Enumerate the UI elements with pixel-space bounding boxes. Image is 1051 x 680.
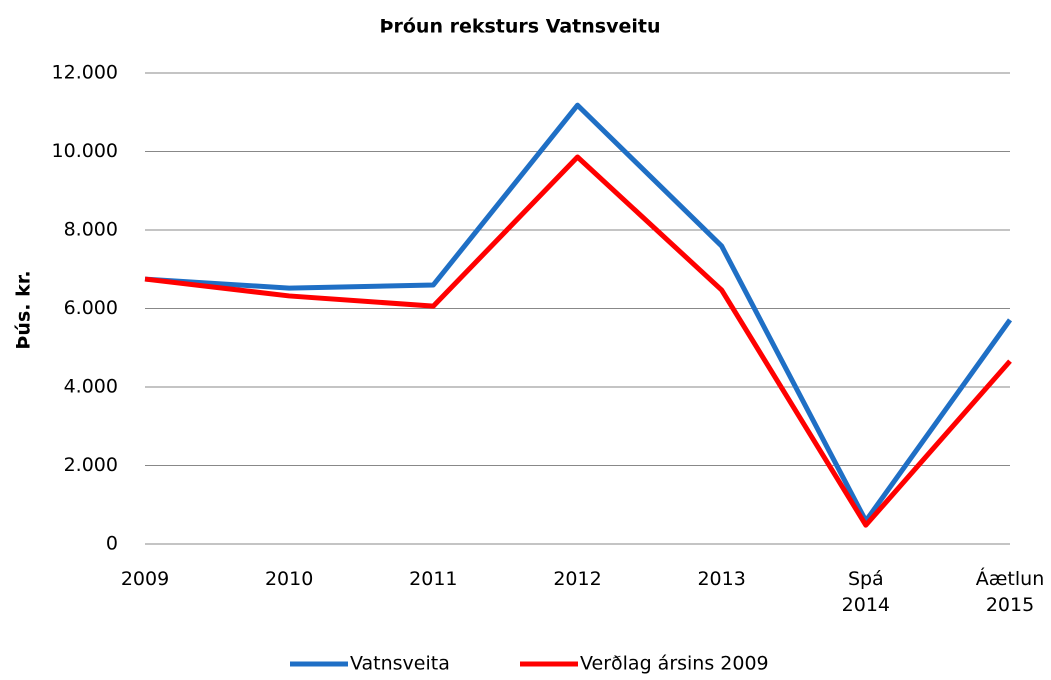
y-tick-label: 4.000 bbox=[64, 376, 118, 398]
chart-title: Þróun reksturs Vatnsveitu bbox=[379, 16, 660, 38]
x-tick-label: 2011 bbox=[409, 568, 458, 590]
x-tick-label: 2012 bbox=[553, 568, 602, 590]
y-tick-label: 6.000 bbox=[64, 297, 118, 319]
x-tick-label: Áætlun 2015 bbox=[975, 568, 1045, 616]
line-series bbox=[144, 154, 1012, 528]
y-tick-label: 8.000 bbox=[64, 219, 118, 241]
x-tick-label: Spá 2014 bbox=[841, 568, 890, 616]
x-tick-label: 2013 bbox=[697, 568, 746, 590]
legend-label: Vatnsveita bbox=[350, 653, 450, 675]
legend-label: Verðlag ársins 2009 bbox=[580, 653, 769, 675]
y-tick-label: 2.000 bbox=[64, 454, 118, 476]
x-tick-label: 2010 bbox=[264, 568, 314, 590]
y-tick-label: 12.000 bbox=[52, 62, 118, 84]
y-tick-label: 0 bbox=[106, 533, 118, 555]
y-tick-label: 10.000 bbox=[52, 140, 118, 162]
x-tick-label: 2009 bbox=[120, 568, 170, 590]
y-axis-label: Þús. kr. bbox=[13, 270, 35, 349]
line-series bbox=[144, 102, 1013, 524]
